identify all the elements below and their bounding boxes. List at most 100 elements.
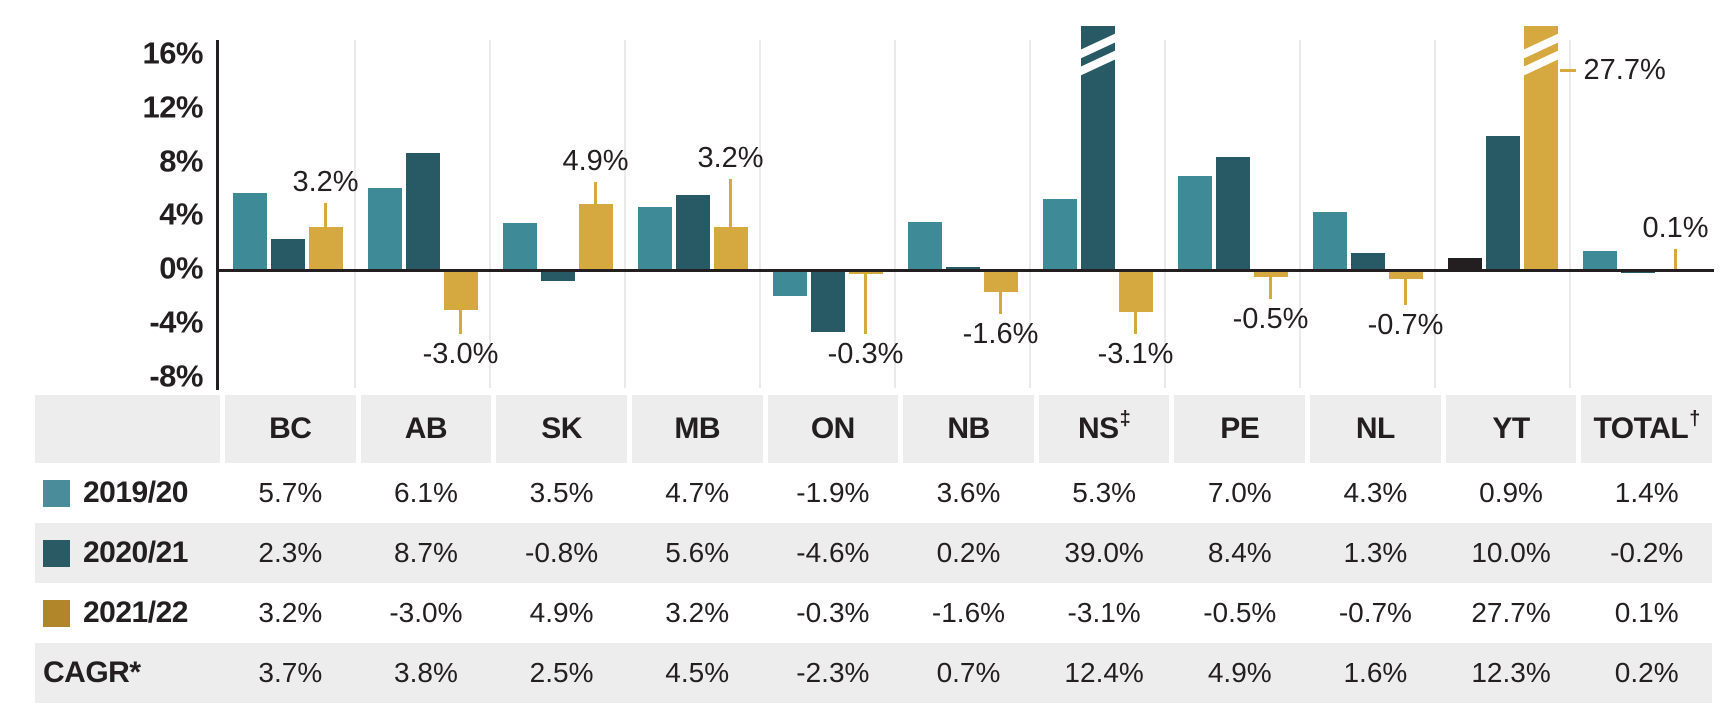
y-axis-tick: 8% [159, 143, 203, 179]
table-cell: -1.6% [931, 597, 1006, 628]
table-header-corner-cell [35, 395, 220, 463]
data-label-PE: -0.5% [1232, 302, 1309, 335]
leader-line-NB [999, 291, 1002, 314]
row-label: CAGR* [43, 656, 141, 689]
data-label-SK: 4.9% [562, 145, 629, 178]
table-cell: -0.5% [1203, 597, 1277, 628]
column-header-label: YT [1492, 412, 1530, 445]
table-cell: 4.5% [665, 657, 730, 688]
column-header-NB: NB [903, 395, 1034, 463]
bar-ON-2021/22 [848, 270, 883, 275]
footnote-marker: ‡ [1119, 407, 1131, 430]
table-cell: -1.9% [796, 477, 870, 508]
leader-line-ON [864, 274, 867, 335]
row-label-cell: 2020/21 [35, 536, 220, 570]
bar-MB-2020/21 [675, 194, 710, 270]
bar-NL-2019/20 [1312, 212, 1347, 270]
data-label-MB: 3.2% [697, 142, 764, 174]
column-header-label: NB [947, 412, 990, 445]
table-cell: 3.2% [665, 597, 730, 628]
bar-MB-2019/20 [637, 206, 672, 270]
bar-SK-2021/22 [578, 204, 613, 270]
column-header-label: AB [404, 412, 448, 445]
row-label: 2020/21 [83, 536, 188, 569]
gridline [624, 40, 626, 388]
table-cell: 4.9% [1207, 657, 1272, 688]
table-cell: 8.7% [394, 537, 458, 568]
table-cell: 0.1% [1614, 597, 1679, 628]
table-cell: 2.5% [529, 657, 594, 688]
bar-PE-2020/21 [1215, 157, 1250, 270]
table-row-CAGR*: CAGR* 3.7% 3.8% 2.5% 4.5% -2.3% 0.7% 12.4% 4.9% 1… [35, 643, 1712, 703]
bar-PE-2021/22 [1253, 270, 1288, 277]
gridline [1299, 40, 1301, 388]
table-cell: 3.5% [529, 477, 594, 508]
table-cell: 27.7% [1471, 597, 1551, 628]
leader-line-PE [1269, 276, 1272, 299]
data-table: BC AB SK MB ON NB NS ‡ PE NL YT TOTAL † 2019/20 5.7% 6.… [35, 395, 1712, 703]
row-label-cell: CAGR* [35, 656, 220, 690]
data-label-BC: 3.2% [292, 166, 359, 198]
bar-chart: 16% 12% 8% 4% 0% -4% -8% 3.2% -3.0% 4.9% 3.2% -0.3%… [142, 26, 1714, 393]
table-cell: 4.3% [1343, 477, 1408, 508]
table-cell: 0.9% [1479, 477, 1543, 508]
y-axis-tick: -4% [149, 304, 203, 340]
leader-line-SK [594, 182, 597, 205]
column-header-label: MB [674, 412, 721, 445]
bar-PE-2019/20 [1177, 175, 1212, 270]
column-header-SK: SK [496, 395, 627, 463]
table-cell: -0.3% [796, 597, 870, 628]
column-header-AB: AB [360, 395, 492, 463]
table-cell: 1.6% [1343, 657, 1408, 688]
y-axis-tick: 4% [159, 196, 203, 232]
gridline [759, 40, 761, 388]
table-cell: 0.7% [936, 657, 1001, 688]
bar-YT-2020/21 [1485, 135, 1520, 270]
column-header-label: BC [269, 412, 312, 445]
footnote-marker: † [1689, 407, 1700, 430]
bar-YT-2019/20 [1447, 257, 1482, 270]
bar-SK-2019/20 [502, 222, 537, 270]
bar-NB-2021/22 [983, 270, 1018, 292]
bar-NL-2020/21 [1350, 252, 1385, 270]
data-label-AB: -3.0% [422, 338, 499, 371]
bar-YT-2021/22 [1514, 26, 1567, 270]
bar-BC-2021/22 [308, 227, 343, 270]
table-cell: 5.7% [258, 477, 323, 508]
table-cell: 4.7% [665, 477, 730, 508]
table-cell: 5.3% [1072, 477, 1137, 508]
gridline [894, 40, 896, 388]
column-header-label: PE [1220, 412, 1260, 445]
column-header-YT: YT [1445, 395, 1577, 463]
table-cell: 3.6% [936, 477, 1001, 508]
y-axis-tick: 12% [142, 89, 203, 125]
table-cell: 10.0% [1471, 537, 1551, 568]
column-header-MB: MB [631, 395, 763, 463]
bar-NS-2020/21 [1071, 26, 1124, 270]
bar-MB-2021/22 [713, 227, 748, 270]
table-cell: 39.0% [1064, 537, 1144, 568]
bar-BC-2019/20 [232, 193, 267, 270]
bar-SK-2020/21 [540, 270, 575, 281]
bar-NS-2021/22 [1118, 270, 1153, 312]
table-row-2021/22: 2021/22 3.2% -3.0% 4.9% 3.2% -0.3% -1.6% -3.1% -… [35, 583, 1712, 643]
table-cell: -2.3% [796, 657, 870, 688]
table-cell: -0.7% [1338, 597, 1412, 628]
table-cell: 2.3% [258, 537, 323, 568]
leader-line-AB [459, 310, 462, 335]
bar-NS-2019/20 [1042, 198, 1077, 270]
table-cell: 4.9% [529, 597, 594, 628]
row-label-cell: 2019/20 [35, 476, 220, 510]
leader-line-NS [1134, 311, 1137, 334]
data-label-NS: -3.1% [1097, 337, 1174, 370]
gridline [1164, 40, 1166, 388]
column-header-label: TOTAL [1593, 412, 1689, 445]
data-label-YT: 27.7% [1583, 54, 1666, 86]
leader-line-YT [1559, 69, 1576, 72]
table-row-2019/20: 2019/20 5.7% 6.1% 3.5% 4.7% -1.9% 3.6% 5.3% 7.0%… [35, 463, 1712, 523]
gridline [1029, 40, 1031, 388]
bar-NL-2021/22 [1388, 270, 1423, 280]
data-label-NL: -0.7% [1367, 309, 1444, 342]
bar-AB-2020/21 [405, 153, 440, 270]
